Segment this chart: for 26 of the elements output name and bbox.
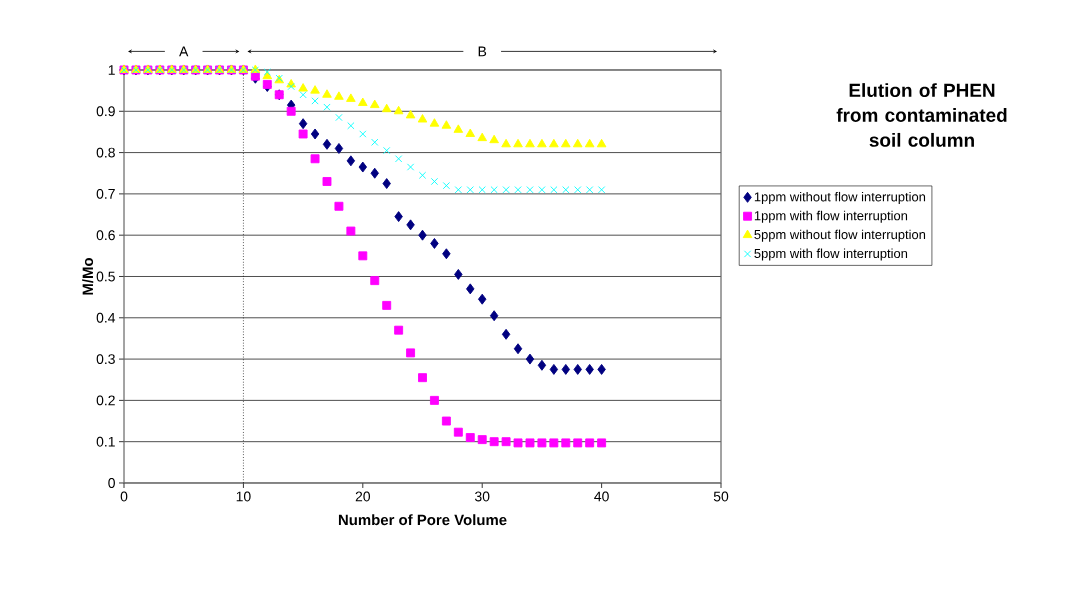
y-tick-label: 0.2: [96, 395, 115, 406]
legend-label: 1ppm with flow interruption: [754, 210, 908, 223]
y-tick-label: 0.9: [96, 106, 115, 117]
y-tick-label: 0.5: [96, 271, 115, 282]
x-tick-label: 50: [713, 491, 729, 502]
y-tick-label: 0.8: [96, 147, 115, 158]
legend-label: 5ppm without flow interruption: [754, 229, 926, 242]
text: A: [179, 46, 189, 57]
y-tick-label: 0.1: [96, 436, 115, 447]
y-tick-label: 1: [108, 65, 115, 75]
x-tick-label: 10: [236, 491, 251, 502]
x-axis-title: Number of Pore Volume: [338, 514, 507, 526]
legend-label: 1ppm without flow interruption: [754, 191, 926, 204]
y-tick-label: 0: [108, 478, 115, 488]
x-tick-label: 40: [594, 491, 609, 502]
y-axis-title: M/Mo: [82, 257, 94, 295]
y-tick-label: 0.3: [96, 354, 115, 365]
y-tick-label: 0.4: [96, 312, 116, 323]
text: Elution of PHEN from contaminated soil column: [836, 83, 1007, 147]
x-tick-label: 20: [355, 491, 371, 502]
y-tick-label: 0.7: [96, 188, 115, 199]
y-tick-label: 0.6: [96, 230, 115, 241]
x-tick-label: 0: [120, 491, 128, 502]
x-tick-label: 30: [474, 491, 490, 502]
legend-label: 5ppm with flow interruption: [754, 248, 908, 261]
text: B: [478, 46, 487, 57]
